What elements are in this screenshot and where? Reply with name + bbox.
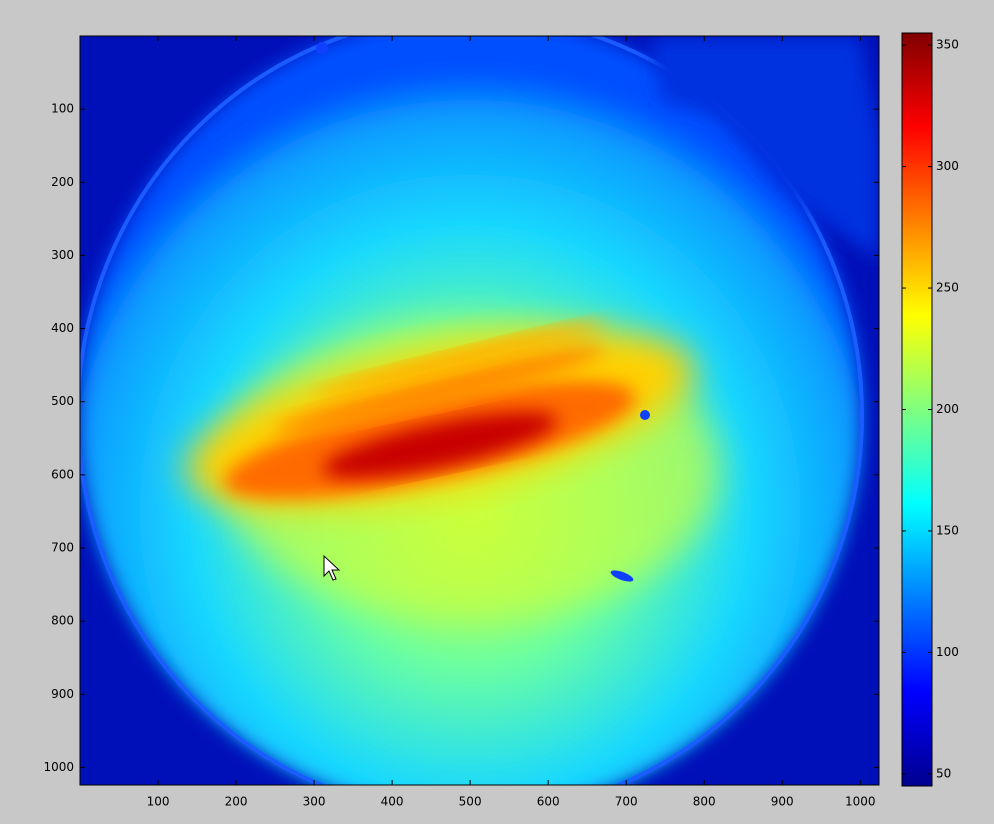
- image: [78, 15, 879, 815]
- y-tick-label: 100: [51, 102, 74, 116]
- y-tick-label: 500: [51, 394, 74, 408]
- x-tick-label: 400: [381, 795, 404, 809]
- colorbar-tick-label: 350: [936, 38, 959, 52]
- x-tick-label: 100: [147, 795, 170, 809]
- colorbar-tick-label: 300: [936, 159, 959, 173]
- figure: 100 200 300 400 500 600 700 800 900 1000 100 200 300…: [0, 0, 994, 824]
- x-tick-label: 900: [771, 795, 794, 809]
- colorbar-tick-label: 150: [936, 523, 959, 537]
- x-tick-label: 200: [225, 795, 248, 809]
- colorbar: [902, 33, 932, 786]
- x-tick-label: 800: [693, 795, 716, 809]
- y-tick-label: 900: [51, 687, 74, 701]
- colorbar-tick-label: 100: [936, 645, 959, 659]
- colorbar-tick-label: 250: [936, 281, 959, 295]
- y-tick-label: 300: [51, 248, 74, 262]
- colorbar-tick-label: 50: [936, 766, 951, 780]
- y-tick-label: 400: [51, 321, 74, 335]
- x-tick-label: 1000: [845, 795, 876, 809]
- y-tick-label: 800: [51, 614, 74, 628]
- y-tick-label: 200: [51, 175, 74, 189]
- x-tick-label: 700: [615, 795, 638, 809]
- y-tick-label: 700: [51, 541, 74, 555]
- y-tick-label: 1000: [43, 760, 74, 774]
- x-tick-label: 300: [303, 795, 326, 809]
- y-tick-label: 600: [51, 467, 74, 481]
- colorbar-tick-label: 200: [936, 402, 959, 416]
- x-tick-label: 500: [459, 795, 482, 809]
- x-tick-label: 600: [537, 795, 560, 809]
